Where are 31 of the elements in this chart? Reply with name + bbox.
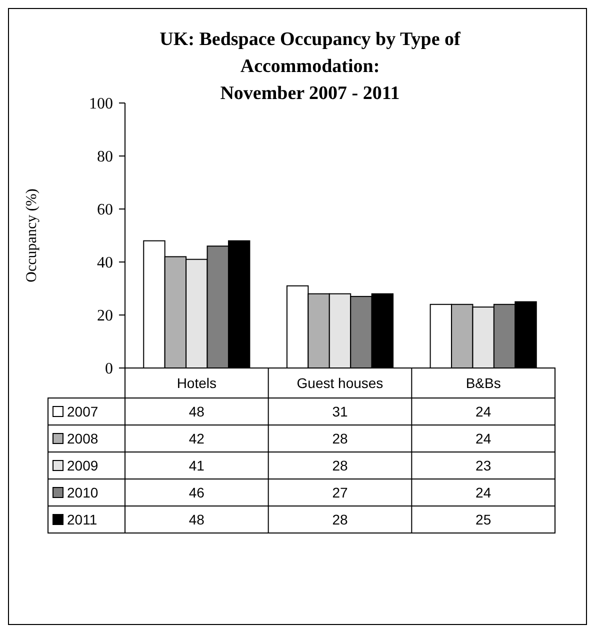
data-label: 48 xyxy=(188,511,205,528)
legend-label: 2010 xyxy=(67,484,98,500)
data-label: 31 xyxy=(332,403,348,420)
chart-title: UK: Bedspace Occupancy by Type of Accommodation: November 2007 - 2011 xyxy=(160,29,462,104)
data-label: 42 xyxy=(188,430,205,446)
legend-label: 2009 xyxy=(67,457,98,474)
y-tick-label: 20 xyxy=(97,308,113,325)
y-axis-title: Occupancy (%) xyxy=(24,188,40,282)
data-label: 24 xyxy=(476,484,492,500)
data-label: 23 xyxy=(476,457,492,474)
y-tick-label: 60 xyxy=(97,202,113,219)
legend-label: 2011 xyxy=(67,511,98,528)
data-label: 28 xyxy=(332,430,348,446)
x-tick-label: Hotels xyxy=(176,374,217,391)
data-label: 28 xyxy=(332,457,348,474)
data-label: 24 xyxy=(476,403,492,420)
y-tick-label: 40 xyxy=(97,254,113,272)
y-tick-label: 100 xyxy=(89,96,113,113)
data-label: 27 xyxy=(332,484,348,500)
data-label: 41 xyxy=(188,457,205,474)
data-label: 48 xyxy=(188,403,205,420)
y-tick-label: 0 xyxy=(105,360,113,378)
data-label: 25 xyxy=(476,511,492,528)
legend-label: 2008 xyxy=(67,430,98,446)
legend-label: 2007 xyxy=(67,403,98,420)
data-label: 24 xyxy=(476,430,492,446)
x-tick-label: B&Bs xyxy=(466,374,501,391)
data-label: 46 xyxy=(188,484,205,500)
data-label: 28 xyxy=(332,511,348,528)
x-tick-label: Guest houses xyxy=(296,374,384,391)
y-tick-label: 80 xyxy=(97,148,113,166)
